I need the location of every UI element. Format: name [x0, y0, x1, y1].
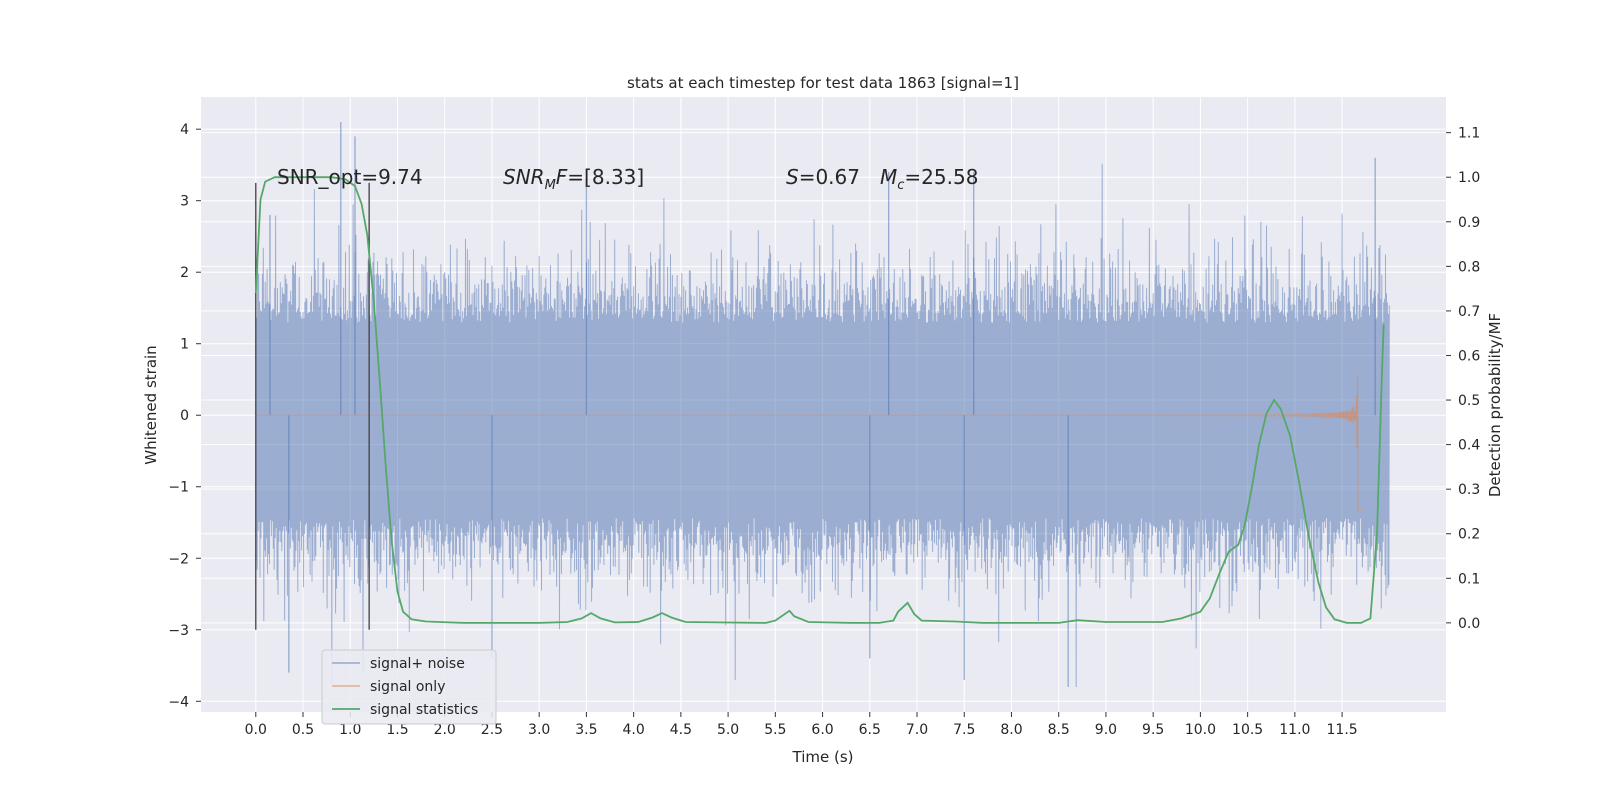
x-tick-label: 3.0: [528, 722, 550, 738]
x-tick-label: 11.0: [1279, 722, 1310, 738]
y-tick-label-right: 1.0: [1458, 170, 1480, 186]
legend-label-signal-statistics: signal statistics: [370, 702, 478, 718]
y-tick-label-right: 1.1: [1458, 126, 1480, 142]
y-tick-label-left: −2: [168, 551, 189, 567]
mc-value: =25.58: [904, 165, 978, 189]
x-tick-label: 0.0: [245, 722, 267, 738]
y-tick-label-left: −1: [168, 480, 189, 496]
x-tick-label: 7.0: [906, 722, 928, 738]
mc-var: M: [880, 165, 897, 189]
x-tick-label: 10.5: [1232, 722, 1263, 738]
mc-sub: c: [897, 178, 904, 193]
y-tick-label-right: 0.6: [1458, 348, 1480, 364]
series-signal-noise: [255, 122, 1390, 688]
y-tick-label-left: 1: [180, 337, 189, 353]
y-tick-label-left: −3: [168, 623, 189, 639]
y-axis-label-left: Whitened strain: [142, 345, 160, 464]
y-tick-label-left: 4: [180, 122, 189, 138]
x-tick-label: 8.0: [1000, 722, 1022, 738]
annotation-snr-mf: SNRMF=[8.33]: [503, 165, 644, 193]
x-tick-label: 3.5: [575, 722, 597, 738]
annotations: SNR_opt=9.74 SNRMF=[8.33] S=0.67 Mc=25.5…: [277, 165, 978, 193]
y-tick-label-right: 0.5: [1458, 393, 1480, 409]
s-value: =0.67: [799, 165, 860, 189]
y-tick-label-right: 0.2: [1458, 527, 1480, 543]
snr-mf-value: =[8.33]: [567, 165, 644, 189]
x-tick-label: 5.5: [764, 722, 786, 738]
x-tick-label: 4.0: [622, 722, 644, 738]
x-tick-label: 6.0: [811, 722, 833, 738]
x-tick-label: 9.5: [1142, 722, 1164, 738]
y-tick-label-right: 0.8: [1458, 259, 1480, 275]
x-tick-label: 1.0: [339, 722, 361, 738]
y-axis-label-right: Detection probability/MF: [1486, 313, 1504, 497]
x-tick-label: 4.5: [670, 722, 692, 738]
annotation-snr-opt: SNR_opt=9.74: [277, 165, 423, 189]
signal-only-line: [255, 374, 1361, 511]
y-tick-label-left: 3: [180, 194, 189, 210]
x-tick-label: 0.5: [292, 722, 314, 738]
chart-title: stats at each timestep for test data 186…: [627, 74, 1019, 92]
y-tick-label-right: 0.1: [1458, 571, 1480, 587]
x-tick-label: 8.5: [1048, 722, 1070, 738]
legend-box: [321, 649, 497, 725]
y-tick-label-right: 0.3: [1458, 482, 1480, 498]
snr-mf-sub: M: [545, 178, 556, 193]
y-tick-label-right: 0.7: [1458, 304, 1480, 320]
y-tick-label-left: −4: [168, 694, 189, 710]
legend: signal+ noise signal only signal statist…: [321, 649, 497, 725]
snr-mf-main: SNR: [503, 165, 545, 189]
series-signal-statistics: [254, 176, 1385, 624]
y-tick-label-left: 0: [180, 408, 189, 424]
x-tick-label: 11.5: [1327, 722, 1358, 738]
x-tick-label: 2.0: [434, 722, 456, 738]
series-signal-only: [255, 374, 1361, 511]
x-tick-label: 6.5: [859, 722, 881, 738]
x-tick-label: 9.0: [1095, 722, 1117, 738]
signal-noise-line: [255, 163, 1390, 688]
snr-mf-tail: F: [556, 165, 568, 189]
annotation-mc: Mc=25.58: [880, 165, 978, 193]
axes: 0.0 0.5 1.0 1.5 2.0 2.5 3.0 3.5 4.0 4.5 5.0 5.5 6.0 6…: [168, 122, 1480, 738]
signal-statistics-line: [254, 176, 1385, 624]
y-tick-label-right: 0.9: [1458, 215, 1480, 231]
annotation-s: S=0.67: [786, 165, 860, 189]
y-tick-label-right: 0.4: [1458, 438, 1480, 454]
y-tick-label-right: 0.0: [1458, 616, 1480, 632]
x-tick-label: 7.5: [953, 722, 975, 738]
x-axis-label: Time (s): [792, 748, 854, 766]
legend-label-signal-only: signal only: [370, 679, 445, 695]
x-tick-label: 5.0: [717, 722, 739, 738]
y-tick-label-left: 2: [180, 265, 189, 281]
legend-label-signal-noise: signal+ noise: [370, 656, 465, 672]
x-tick-label: 2.5: [481, 722, 503, 738]
x-tick-label: 1.5: [386, 722, 408, 738]
x-tick-label: 10.0: [1185, 722, 1216, 738]
s-var: S: [786, 165, 799, 189]
